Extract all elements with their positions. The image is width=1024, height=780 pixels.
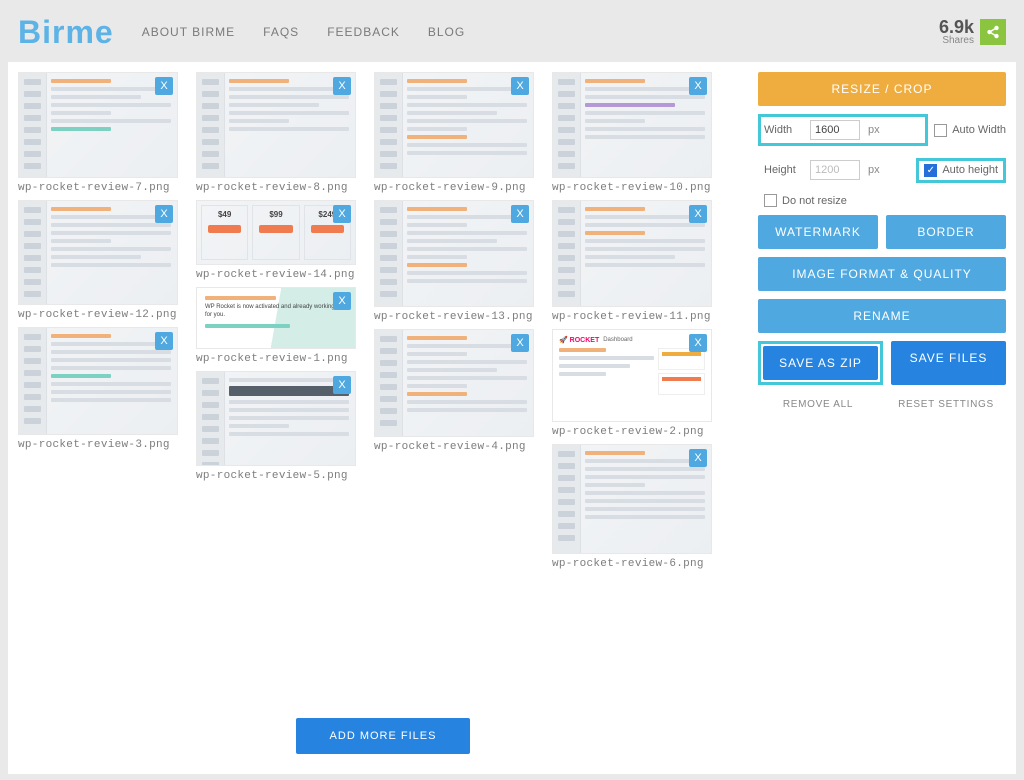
thumbnail-filename: wp-rocket-review-4.png <box>374 441 534 453</box>
thumbnail[interactable]: Xwp-rocket-review-12.png <box>18 200 178 321</box>
save-zip-highlight: SAVE AS ZIP <box>758 341 883 385</box>
thumbnail-filename: wp-rocket-review-5.png <box>196 470 356 482</box>
auto-height-checkbox[interactable]: ✓ Auto height <box>916 158 1006 183</box>
thumbnail[interactable]: Xwp-rocket-review-11.png <box>552 200 712 323</box>
thumbnail-filename: wp-rocket-review-9.png <box>374 182 534 194</box>
add-more-files-button[interactable]: ADD MORE FILES <box>296 718 471 754</box>
thumbnail[interactable]: Xwp-rocket-review-13.png <box>374 200 534 323</box>
do-not-resize-chk-icon <box>764 194 777 207</box>
height-input <box>810 160 860 180</box>
remove-thumb-icon[interactable]: X <box>155 77 173 95</box>
thumbnail-gallery: Xwp-rocket-review-7.pngXwp-rocket-review… <box>18 72 748 708</box>
remove-thumb-icon[interactable]: X <box>689 205 707 223</box>
watermark-button[interactable]: WATERMARK <box>758 215 878 249</box>
do-not-resize-checkbox[interactable]: Do not resize <box>758 194 847 207</box>
thumbnail-filename: wp-rocket-review-7.png <box>18 182 178 194</box>
thumbnail[interactable]: Xwp-rocket-review-5.png <box>196 371 356 482</box>
logo[interactable]: Birme <box>18 14 114 51</box>
image-format-button[interactable]: IMAGE FORMAT & QUALITY <box>758 257 1006 291</box>
auto-height-label: Auto height <box>942 164 998 176</box>
thumbnail-filename: wp-rocket-review-3.png <box>18 439 178 451</box>
settings-panel: RESIZE / CROP Width px Auto Width Height… <box>758 72 1006 764</box>
remove-thumb-icon[interactable]: X <box>689 77 707 95</box>
thumbnail-filename: wp-rocket-review-2.png <box>552 426 712 438</box>
shares-box: 6.9k Shares <box>939 18 1006 46</box>
rename-button[interactable]: RENAME <box>758 299 1006 333</box>
reset-settings-link[interactable]: RESET SETTINGS <box>886 393 1006 416</box>
auto-width-chk-icon <box>934 124 947 137</box>
thumbnail-filename: wp-rocket-review-6.png <box>552 558 712 570</box>
thumbnail[interactable]: 🚀 ROCKETDashboardXwp-rocket-review-2.png <box>552 329 712 438</box>
remove-thumb-icon[interactable]: X <box>333 376 351 394</box>
save-zip-button[interactable]: SAVE AS ZIP <box>763 346 878 380</box>
thumbnail[interactable]: Xwp-rocket-review-4.png <box>374 329 534 453</box>
save-files-button[interactable]: SAVE FILES <box>891 341 1006 385</box>
height-field: Height px <box>758 154 910 186</box>
nav-feedback[interactable]: FEEDBACK <box>327 25 400 39</box>
nav-about[interactable]: ABOUT BIRME <box>142 25 235 39</box>
gallery-wrap: Xwp-rocket-review-7.pngXwp-rocket-review… <box>18 72 748 764</box>
thumbnail-filename: wp-rocket-review-12.png <box>18 309 178 321</box>
thumbnail[interactable]: Xwp-rocket-review-8.png <box>196 72 356 194</box>
do-not-resize-label: Do not resize <box>782 195 847 207</box>
thumbnail-filename: wp-rocket-review-14.png <box>196 269 356 281</box>
width-field: Width px <box>758 114 928 146</box>
thumbnail[interactable]: Xwp-rocket-review-7.png <box>18 72 178 194</box>
remove-thumb-icon[interactable]: X <box>155 332 173 350</box>
height-label: Height <box>764 164 806 176</box>
remove-thumb-icon[interactable]: X <box>511 334 529 352</box>
remove-thumb-icon[interactable]: X <box>333 77 351 95</box>
border-button[interactable]: BORDER <box>886 215 1006 249</box>
thumbnail[interactable]: Xwp-rocket-review-9.png <box>374 72 534 194</box>
thumbnail[interactable]: Xwp-rocket-review-10.png <box>552 72 712 194</box>
remove-all-link[interactable]: REMOVE ALL <box>758 393 878 416</box>
remove-thumb-icon[interactable]: X <box>155 205 173 223</box>
main: Xwp-rocket-review-7.pngXwp-rocket-review… <box>8 62 1016 774</box>
share-icon[interactable] <box>980 19 1006 45</box>
thumbnail-filename: wp-rocket-review-11.png <box>552 311 712 323</box>
thumbnail[interactable]: Xwp-rocket-review-6.png <box>552 444 712 570</box>
width-label: Width <box>764 124 806 136</box>
remove-thumb-icon[interactable]: X <box>511 205 529 223</box>
remove-thumb-icon[interactable]: X <box>511 77 529 95</box>
width-input[interactable] <box>810 120 860 140</box>
thumbnail-filename: wp-rocket-review-10.png <box>552 182 712 194</box>
thumbnail[interactable]: Xwp-rocket-review-3.png <box>18 327 178 451</box>
main-nav: ABOUT BIRME FAQS FEEDBACK BLOG <box>142 25 466 39</box>
remove-thumb-icon[interactable]: X <box>689 449 707 467</box>
thumbnail-filename: wp-rocket-review-13.png <box>374 311 534 323</box>
nav-blog[interactable]: BLOG <box>428 25 465 39</box>
resize-crop-button[interactable]: RESIZE / CROP <box>758 72 1006 106</box>
auto-height-chk-icon: ✓ <box>924 164 937 177</box>
auto-width-label: Auto Width <box>952 124 1006 136</box>
thumbnail-filename: wp-rocket-review-8.png <box>196 182 356 194</box>
thumbnail[interactable]: $49$99$249Xwp-rocket-review-14.png <box>196 200 356 281</box>
nav-faqs[interactable]: FAQS <box>263 25 299 39</box>
auto-width-checkbox[interactable]: Auto Width <box>934 124 1006 137</box>
thumbnail[interactable]: WP Rocket is now activated and already w… <box>196 287 356 365</box>
width-unit: px <box>864 124 884 136</box>
thumbnail-filename: wp-rocket-review-1.png <box>196 353 356 365</box>
remove-thumb-icon[interactable]: X <box>333 205 351 223</box>
header: Birme ABOUT BIRME FAQS FEEDBACK BLOG 6.9… <box>0 0 1024 62</box>
height-unit: px <box>864 164 884 176</box>
remove-thumb-icon[interactable]: X <box>333 292 351 310</box>
shares-count: 6.9k <box>939 18 974 36</box>
remove-thumb-icon[interactable]: X <box>689 334 707 352</box>
shares-label: Shares <box>939 36 974 46</box>
